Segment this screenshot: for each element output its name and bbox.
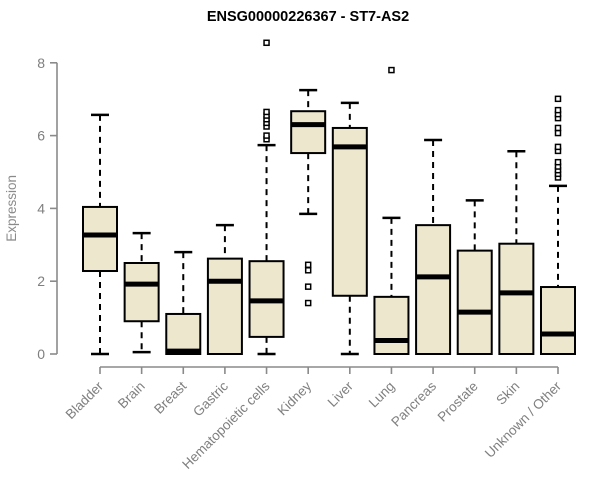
outlier-point <box>304 261 312 269</box>
iqr-box <box>206 257 243 355</box>
box-hematopoietic-cells <box>248 39 285 356</box>
outlier-point <box>554 124 562 132</box>
iqr-box <box>539 286 576 355</box>
outlier-point <box>388 66 395 74</box>
x-tick-label: Liver <box>325 378 357 410</box>
x-tick-label: Kidney <box>275 378 315 418</box>
outlier-point <box>554 143 562 151</box>
outlier-point <box>304 299 312 307</box>
x-tick-label: Gastric <box>190 378 231 419</box>
x-tick-label: Prostate <box>435 379 481 425</box>
iqr-box <box>331 126 368 297</box>
x-tick-label: Unknown / Other <box>482 378 565 461</box>
box-unknown-other <box>539 95 576 355</box>
y-tick-label: 4 <box>37 200 45 216</box>
box-gastric <box>206 223 243 355</box>
box-skin <box>498 150 535 355</box>
x-tick-label: Lung <box>366 379 398 411</box>
iqr-box <box>165 312 202 355</box>
y-tick-label: 8 <box>37 55 45 71</box>
box-prostate <box>456 199 493 355</box>
iqr-box <box>415 224 452 355</box>
outlier-point <box>554 95 562 103</box>
x-tick-label: Brain <box>115 379 148 412</box>
box-brain <box>123 231 160 354</box>
outlier-point <box>263 132 270 139</box>
box-kidney <box>290 88 327 307</box>
y-tick-label: 2 <box>37 273 45 289</box>
y-tick-label: 6 <box>37 128 45 144</box>
x-tick-label: Skin <box>493 379 522 408</box>
iqr-box <box>123 262 160 323</box>
box-pancreas <box>415 138 452 355</box>
y-axis-title: Expression <box>4 175 19 242</box>
box-breast <box>165 250 202 355</box>
outlier-point <box>554 129 562 137</box>
x-tick-label: Bladder <box>63 378 107 422</box>
iqr-box <box>82 205 118 273</box>
iqr-box <box>290 110 327 155</box>
box-lung <box>373 66 410 355</box>
outlier-point <box>263 39 270 47</box>
outlier-point <box>554 158 562 166</box>
y-tick-label: 0 <box>37 346 45 362</box>
chart-title: ENSG00000226367 - ST7-AS2 <box>206 9 410 25</box>
iqr-box <box>373 295 410 355</box>
box-liver <box>331 101 368 356</box>
iqr-box <box>456 249 493 355</box>
x-tick-label: Pancreas <box>388 378 439 429</box>
outlier-point <box>304 267 312 274</box>
box-bladder <box>82 113 118 356</box>
y-axis: 0 2 4 6 8 Expression <box>4 55 58 362</box>
x-tick-label: Breast <box>151 378 189 416</box>
outlier-point <box>554 106 562 114</box>
iqr-box <box>498 242 535 355</box>
outlier-point <box>304 283 312 290</box>
outlier-point <box>263 108 270 116</box>
